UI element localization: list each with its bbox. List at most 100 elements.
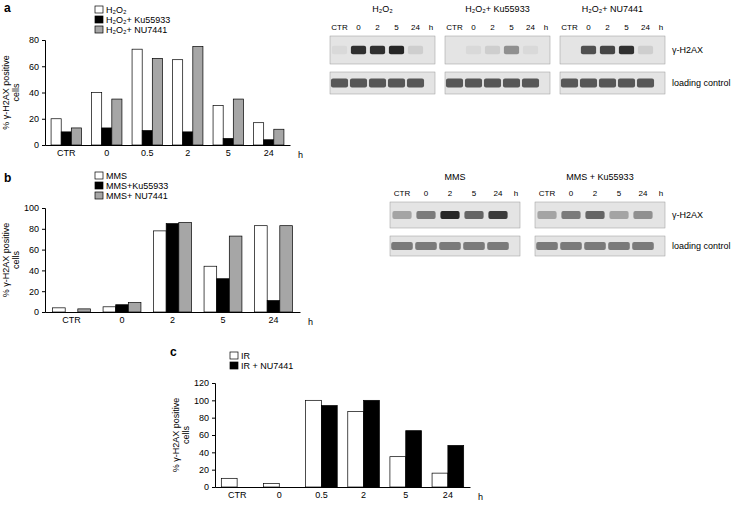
blot-title: MMS + Ku55933 — [566, 172, 633, 182]
y-tick-label: 40 — [199, 448, 209, 458]
y-tick-label: 60 — [29, 245, 39, 255]
y-tick-label: 80 — [29, 35, 39, 45]
x-tick-label: 2 — [361, 490, 366, 500]
y-tick-label: 60 — [29, 62, 39, 72]
band — [464, 211, 483, 219]
y-tick-mark — [42, 270, 45, 271]
bar — [217, 279, 230, 312]
x-tick-label: 2 — [185, 148, 190, 158]
bar — [173, 60, 183, 145]
blot-title: H₂O₂+ NU7441 — [582, 4, 643, 14]
bar — [264, 140, 274, 145]
band — [522, 79, 539, 88]
lane-label: CTR — [331, 23, 348, 32]
band — [581, 46, 596, 54]
bar — [204, 266, 217, 312]
blot-background — [390, 236, 520, 256]
lane-unit: h — [659, 23, 663, 32]
y-tick-mark — [212, 487, 215, 488]
legend-swatch — [95, 172, 103, 179]
bar — [92, 93, 102, 146]
bar — [432, 473, 448, 487]
legend: MMSMMS+Ku55933MMS+ NU7441 — [95, 171, 168, 201]
bar — [274, 129, 284, 145]
y-tick-mark — [42, 250, 45, 251]
y-tick-label: 60 — [199, 430, 209, 440]
x-axis-title: h — [308, 317, 313, 327]
y-axis-line — [42, 209, 46, 313]
y-tick: 100 — [24, 203, 45, 213]
x-tick: 24 — [268, 312, 278, 325]
y-tick: 80 — [29, 224, 45, 234]
x-tick: 5 — [226, 145, 231, 158]
band — [351, 46, 366, 54]
band — [561, 211, 580, 219]
panel-label: a — [4, 1, 11, 15]
x-tick-label: 24 — [264, 148, 274, 158]
x-tick-label: 0 — [277, 490, 282, 500]
y-tick-mark — [42, 40, 45, 41]
blot-background — [560, 36, 665, 64]
row-label: loading control — [672, 241, 731, 251]
x-tick: 5 — [220, 312, 225, 325]
bar — [142, 131, 152, 145]
y-tick-label: 80 — [29, 224, 39, 234]
y-tick-label: 0 — [204, 482, 209, 492]
bar — [53, 308, 66, 312]
band — [599, 79, 616, 88]
y-tick: 60 — [199, 430, 215, 440]
x-tick-label: 5 — [403, 490, 408, 500]
y-tick: 40 — [29, 266, 45, 276]
y-tick-label: 40 — [29, 266, 39, 276]
x-tick: 0 — [119, 312, 124, 325]
bar — [61, 132, 71, 145]
legend-label: MMS+Ku55933 — [106, 181, 168, 191]
x-tick-label: 5 — [226, 148, 231, 158]
lane-unit: h — [544, 23, 548, 32]
x-axis: CTR02524 — [46, 312, 301, 325]
bar — [255, 226, 268, 312]
blot-title: MMS — [445, 172, 466, 182]
bar — [229, 236, 242, 312]
x-axis-line — [46, 145, 291, 146]
band — [560, 242, 582, 250]
y-axis: 020406080100 — [24, 203, 46, 317]
band — [439, 242, 461, 250]
x-tick: 2 — [185, 145, 190, 158]
band — [632, 242, 654, 250]
y-tick: 40 — [29, 88, 45, 98]
bar — [348, 412, 364, 487]
lane-label: CTR — [394, 189, 411, 198]
bar — [364, 400, 380, 487]
lane-label: 5 — [624, 23, 629, 32]
x-axis-line — [46, 312, 301, 313]
lane-label: 5 — [394, 23, 399, 32]
y-tick-label: 0 — [34, 307, 39, 317]
x-tick-label: 0.5 — [315, 490, 328, 500]
legend-label: H₂O₂ — [106, 5, 127, 15]
legend-label: H₂O₂+ Ku55933 — [106, 15, 170, 25]
blot-background — [330, 72, 435, 94]
y-tick-label: 80 — [199, 413, 209, 423]
bar — [183, 132, 193, 145]
x-tick-label: 2 — [170, 315, 175, 325]
band — [466, 46, 481, 54]
x-tick: 0 — [104, 145, 109, 158]
lane-label: 24 — [411, 23, 420, 32]
band — [463, 242, 485, 250]
bar — [321, 406, 337, 487]
x-tick: 0 — [277, 487, 282, 500]
band — [331, 79, 348, 88]
bar — [132, 49, 142, 145]
band — [609, 211, 628, 219]
bar — [154, 231, 167, 312]
y-tick-label: 120 — [194, 378, 209, 388]
lane-label: 2 — [448, 189, 453, 198]
bars — [221, 400, 463, 487]
x-tick: 0.5 — [315, 487, 328, 500]
y-tick: 0 — [34, 307, 45, 317]
y-axis: 020406080100120 — [194, 378, 216, 492]
x-tick-label: CTR — [57, 148, 76, 158]
row-label: γ-H2AX — [672, 210, 703, 220]
bar — [116, 305, 129, 312]
